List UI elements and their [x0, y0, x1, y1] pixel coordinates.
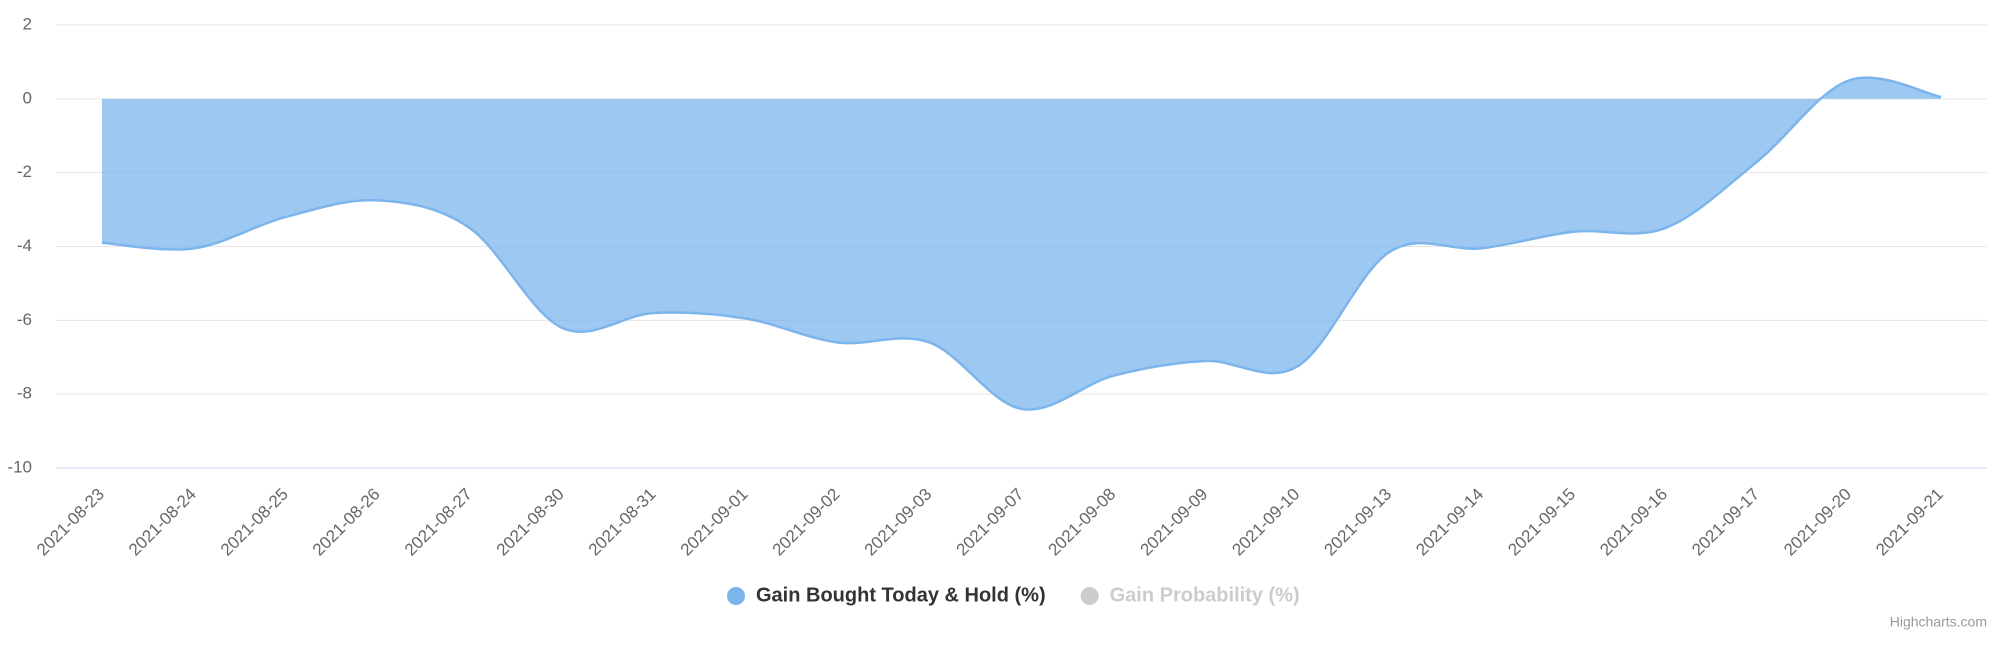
x-tick-label: 2021-09-09: [1136, 485, 1211, 560]
x-tick-label: 2021-09-10: [1228, 485, 1303, 560]
x-tick-label: 2021-09-16: [1596, 485, 1671, 560]
y-tick-label: -2: [17, 162, 32, 181]
y-tick-label: -6: [17, 310, 32, 329]
x-tick-label: 2021-08-24: [125, 485, 200, 560]
legend-symbol: [1080, 587, 1099, 605]
legend-item[interactable]: Gain Probability (%): [1080, 584, 1300, 606]
x-tick-label: 2021-09-07: [953, 485, 1028, 560]
x-tick-label: 2021-08-25: [217, 485, 292, 560]
area: [101, 77, 1942, 410]
legend-label: Gain Probability (%): [1110, 584, 1300, 606]
x-tick-label: 2021-08-31: [585, 485, 660, 560]
x-tick-label: 2021-09-15: [1504, 485, 1579, 560]
x-tick-label: 2021-09-17: [1688, 485, 1763, 560]
x-tick-label: 2021-08-27: [401, 485, 476, 560]
legend-symbol: [727, 587, 745, 605]
x-tick-label: 2021-09-21: [1872, 485, 1947, 560]
y-tick-label: 0: [23, 88, 32, 107]
y-tick-label: 2: [23, 14, 32, 33]
x-tick-label: 2021-08-30: [493, 485, 568, 560]
x-tick-label: 2021-09-08: [1045, 485, 1120, 560]
y-tick-label: -10: [7, 457, 32, 476]
x-tick-label: 2021-09-01: [677, 485, 752, 560]
line: [101, 76, 1942, 411]
x-tick-label: 2021-09-14: [1412, 485, 1487, 560]
x-tick-label: 2021-09-02: [769, 485, 844, 560]
y-tick-label: -8: [17, 384, 32, 403]
x-tick-label: 2021-09-03: [861, 485, 936, 560]
legend-item[interactable]: Gain Bought Today & Hold (%): [727, 584, 1046, 606]
x-tick-label: 2021-08-23: [33, 485, 108, 560]
x-tick-label: 2021-08-26: [309, 485, 384, 560]
credits: Highcharts.com: [1890, 614, 1987, 630]
y-tick-label: -4: [17, 236, 32, 255]
x-tick-label: 2021-09-13: [1320, 485, 1395, 560]
x-tick-label: 2021-09-20: [1780, 485, 1855, 560]
legend-label: Gain Bought Today & Hold (%): [756, 584, 1046, 606]
